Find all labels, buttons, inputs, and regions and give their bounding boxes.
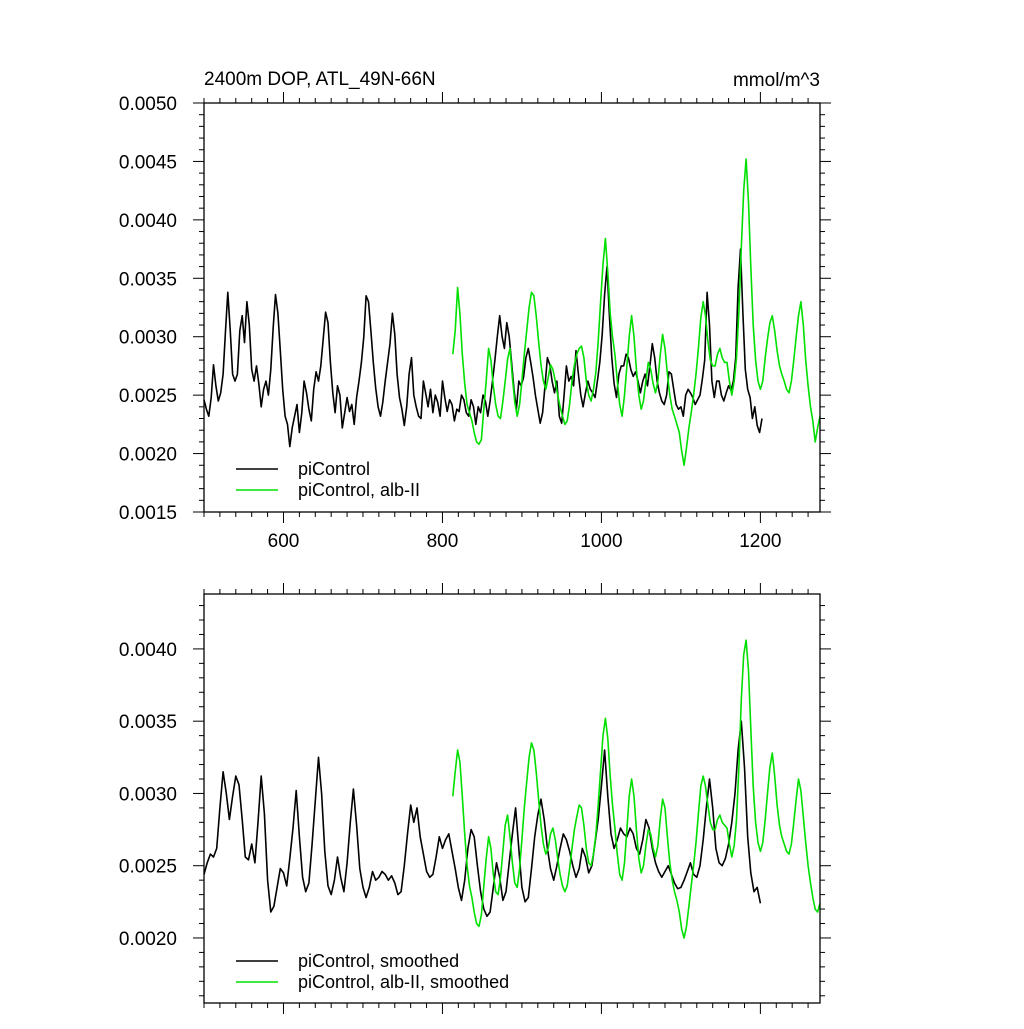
chart-title: 2400m DOP, ATL_49N-66N bbox=[204, 69, 436, 90]
series-line-picontrol-smoothed bbox=[203, 720, 762, 918]
x-tick-label: 800 bbox=[427, 531, 459, 552]
series-line-picontrol bbox=[203, 248, 763, 448]
y-tick-label: 0.0045 bbox=[119, 152, 177, 173]
x-tick-label: 600 bbox=[268, 531, 300, 552]
y-tick-label: 0.0030 bbox=[119, 328, 177, 349]
y-tick-label: 0.0035 bbox=[119, 269, 177, 290]
y-tick-label: 0.0030 bbox=[119, 784, 177, 805]
units-label: mmol/m^3 bbox=[733, 70, 820, 91]
bottom-legend: piControl, smoothed piControl, alb-II, s… bbox=[236, 951, 509, 992]
y-tick-label: 0.0025 bbox=[119, 386, 177, 407]
bottom-series-group bbox=[203, 639, 821, 939]
x-tick-label: 1000 bbox=[580, 531, 622, 552]
y-tick-label: 0.0040 bbox=[119, 211, 177, 232]
y-tick-label: 0.0050 bbox=[119, 94, 177, 115]
series-line-picontrol-alb-ii bbox=[452, 158, 821, 467]
y-tick-label: 0.0040 bbox=[119, 640, 177, 661]
legend-label-picontrol-alb-ii: piControl, alb-II bbox=[298, 480, 420, 500]
x-tick-label: 1200 bbox=[739, 531, 781, 552]
legend-label-picontrol-alb-ii-smoothed: piControl, alb-II, smoothed bbox=[298, 972, 509, 992]
top-panel: 2400m DOP, ATL_49N-66N mmol/m^3 600 800 10… bbox=[119, 69, 831, 552]
bottom-panel: 0.0020 0.0025 0.0030 0.0035 0.0040 piControl… bbox=[119, 583, 831, 1014]
series-line-picontrol-alb-ii-smoothed bbox=[452, 639, 821, 939]
bottom-axis-ticks: 0.0020 0.0025 0.0030 0.0035 0.0040 bbox=[119, 583, 831, 1014]
legend-label-picontrol-smoothed: piControl, smoothed bbox=[298, 951, 459, 971]
legend-label-picontrol: piControl bbox=[298, 459, 370, 479]
top-series-group bbox=[203, 158, 821, 467]
bottom-plot-frame bbox=[203, 593, 821, 1004]
y-tick-label: 0.0015 bbox=[119, 503, 177, 524]
y-tick-label: 0.0020 bbox=[119, 445, 177, 466]
top-axis-ticks: 600 800 1000 1200 0.0015 0.0020 0.0025 0.0030 0.… bbox=[119, 92, 831, 552]
top-plot-frame bbox=[203, 102, 821, 513]
y-tick-label: 0.0025 bbox=[119, 857, 177, 878]
y-tick-label: 0.0035 bbox=[119, 712, 177, 733]
y-tick-label: 0.0020 bbox=[119, 929, 177, 950]
top-legend: piControl piControl, alb-II bbox=[236, 459, 420, 500]
